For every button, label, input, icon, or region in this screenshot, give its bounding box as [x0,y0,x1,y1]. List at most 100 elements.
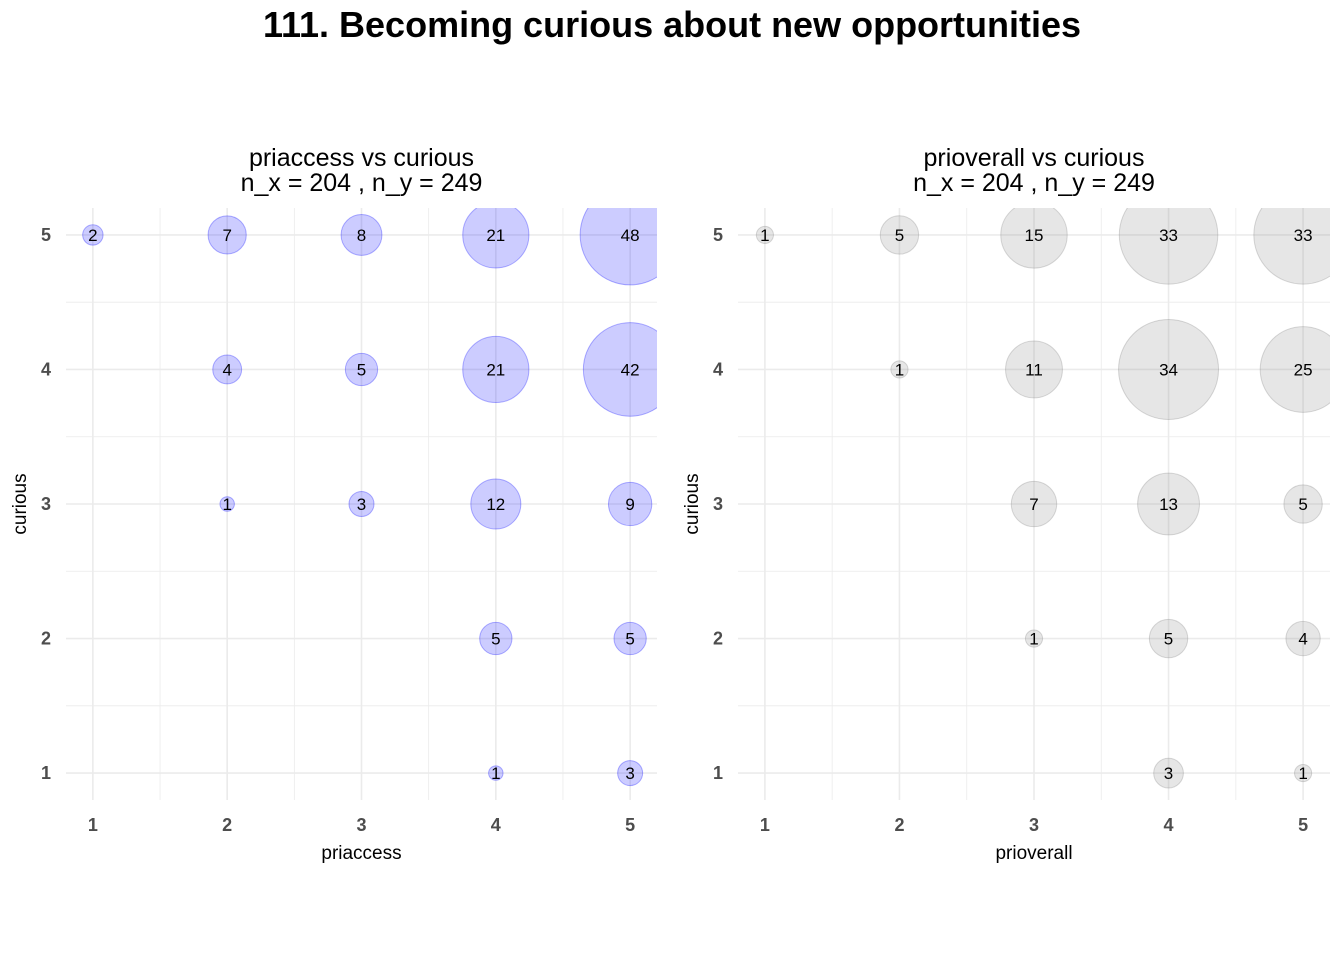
bubble-count-label: 12 [486,495,505,514]
bubble-count-label: 33 [1294,226,1313,245]
bubble [582,322,657,417]
bubble-count-label: 1 [895,360,904,379]
bubble [82,224,104,246]
x-tick-label: 1 [88,815,98,835]
bubble-count-label: 7 [1029,495,1038,514]
bubble-count-label: 1 [491,764,500,783]
bubble-count-label: 11 [1025,360,1043,379]
bubble-count-label: 42 [621,360,640,379]
x-tick-label: 4 [1164,815,1174,835]
x-tick-label: 1 [760,815,770,835]
panel-title: priaccess vs curious [249,144,474,172]
bubble-count-label: 5 [625,630,634,649]
bubble-count-label: 33 [1159,226,1178,245]
bubble [479,621,513,656]
bubble [1294,764,1313,783]
bubble-count-label: 4 [1298,630,1307,649]
bubble-count-label: 3 [625,764,634,783]
bubble-count-label: 48 [621,226,640,245]
bubble [1118,318,1220,420]
bubble-count-label: 3 [1164,764,1173,783]
bubble [1010,480,1058,528]
bubble-count-label: 5 [357,360,366,379]
bubble-count-label: 5 [1164,630,1173,649]
bubble [207,215,247,255]
bubble-layer [755,208,1330,789]
bubble [1148,618,1189,659]
y-tick-label: 4 [41,359,51,379]
y-axis-label: curious [10,473,31,534]
bubble-count-label: 2 [88,226,97,245]
bubble [1259,326,1330,413]
bubble-count-label: 21 [486,226,505,245]
x-tick-label: 3 [356,815,366,835]
bubble [1285,620,1321,657]
bubble [1005,340,1063,399]
panel-subtitle: n_x = 204 , n_y = 249 [913,169,1155,197]
bubble-layer [82,208,657,787]
x-tick-label: 3 [1029,815,1039,835]
bubble [1253,208,1330,285]
bubble-count-label: 7 [222,226,231,245]
bubble-count-label: 8 [357,226,366,245]
bubble-count-label: 5 [895,226,904,245]
bubble-count-label: 13 [1159,495,1178,514]
y-tick-label: 3 [41,494,51,514]
x-tick-label: 2 [222,815,232,835]
x-tick-label: 2 [894,815,904,835]
bubble [488,765,504,781]
bubble-count-label: 4 [222,360,231,379]
bubble [617,760,644,787]
bubble-count-label: 15 [1025,226,1044,245]
bubble [219,496,235,512]
y-tick-label: 2 [713,629,723,649]
bubble-count-label: 5 [1298,495,1307,514]
x-axis-label: priaccess [321,843,401,864]
bubble [462,208,530,269]
bubble [348,491,375,517]
y-tick-label: 5 [713,225,723,245]
bubble [579,208,657,286]
bubble-count-label: 5 [491,630,500,649]
bubble [755,225,774,244]
bubble [344,352,379,387]
bubble [879,215,920,255]
main-title: 111. Becoming curious about new opportun… [262,4,1082,45]
x-tick-label: 5 [625,815,635,835]
y-tick-label: 2 [41,629,51,649]
y-tick-label: 1 [41,763,51,783]
y-tick-label: 4 [713,359,723,379]
bubble [1153,757,1184,789]
y-tick-label: 5 [41,225,51,245]
bubble [470,478,522,530]
bubble-count-label: 21 [486,360,505,379]
bubble [1283,484,1323,524]
bubble [1024,629,1044,648]
bubble [1118,208,1219,285]
bubble-count-label: 1 [222,495,231,514]
bubble [607,481,653,527]
bubble-count-label: 9 [625,495,634,514]
bubble-count-label: 1 [1029,630,1038,649]
bubble-count-label: 25 [1294,360,1313,379]
x-axis-label: prioverall [995,843,1072,864]
bubble [212,354,243,385]
bubble [1000,208,1068,269]
bubble [890,360,909,379]
x-tick-label: 5 [1298,815,1308,835]
panel-subtitle: n_x = 204 , n_y = 249 [241,169,483,197]
y-tick-label: 3 [713,494,723,514]
y-tick-label: 1 [713,763,723,783]
bubble-count-label: 34 [1159,360,1178,379]
bubble-count-label: 3 [357,495,366,514]
bubble [340,213,383,256]
x-tick-label: 4 [491,815,501,835]
bubble-count-label: 1 [760,226,769,245]
bubble [613,621,647,656]
bubble [1137,472,1200,536]
bubble-count-label: 1 [1298,764,1307,783]
bubble [462,335,530,404]
